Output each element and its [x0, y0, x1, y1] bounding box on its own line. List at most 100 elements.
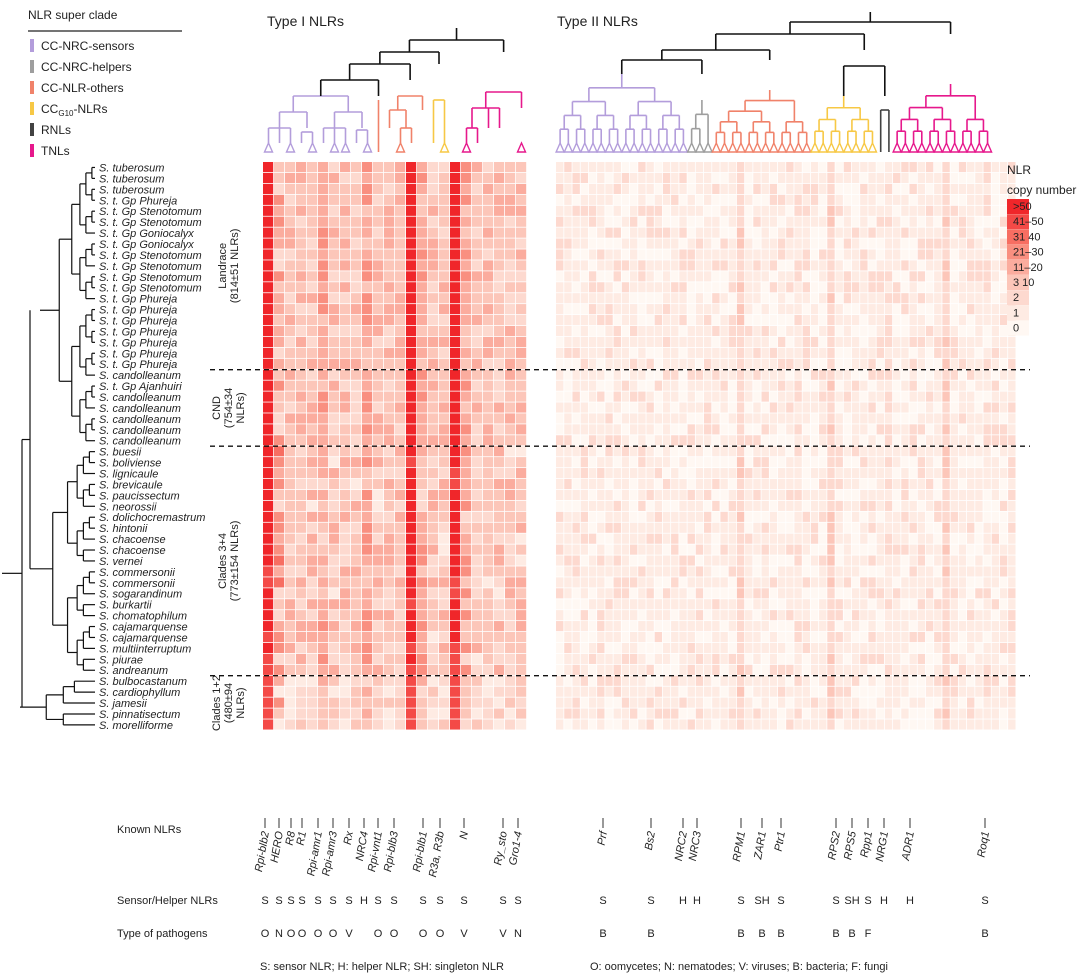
heat-cell: [351, 599, 362, 610]
heat-cell: [564, 424, 572, 435]
heat-cell: [564, 282, 572, 293]
heat-cell: [876, 653, 884, 664]
heat-cell: [605, 675, 613, 686]
heat-cell: [505, 719, 516, 730]
heat-cell: [285, 446, 296, 457]
role-row: S S S S S S S H S S S S S S S S S H H S SH S S SH S H H S: [261, 895, 988, 907]
heat-cell: [494, 457, 505, 468]
heat-cell: [671, 457, 679, 468]
heat-cell: [428, 293, 439, 304]
heat-cell: [745, 227, 753, 238]
heat-cell: [1008, 336, 1016, 348]
heat-cell: [318, 402, 329, 413]
heat-cell: [564, 489, 572, 501]
heat-cell: [925, 249, 934, 260]
heat-cell: [597, 511, 605, 522]
heat-cell: [362, 511, 373, 522]
heat-cell: [564, 183, 572, 194]
heat-cell: [662, 642, 671, 654]
heat-cell: [934, 457, 942, 468]
heat-cell: [439, 369, 450, 380]
heat-cell: [472, 566, 483, 577]
heat-cell: [580, 457, 589, 468]
heat-cell: [406, 282, 417, 293]
heat-cell: [720, 522, 728, 533]
heat-cell: [556, 282, 564, 293]
heat-cell: [629, 194, 638, 205]
heat-cell: [605, 511, 613, 522]
heat-cell: [307, 172, 318, 184]
heat-cell: [687, 468, 695, 479]
heat-cell: [285, 369, 296, 380]
heat-cell: [991, 315, 1000, 326]
heat-cell: [991, 522, 1000, 533]
heat-cell: [687, 216, 695, 227]
heat-cell: [967, 249, 975, 260]
heat-cell: [564, 719, 572, 730]
heat-cell: [958, 282, 967, 293]
heat-cell: [687, 544, 695, 555]
heat-cell: [819, 489, 827, 501]
heat-cell: [588, 599, 597, 610]
heat-cell: [605, 653, 613, 664]
heatmap-type2: [556, 162, 1016, 730]
heat-cell: [472, 642, 483, 654]
heat-cell: [786, 533, 794, 544]
heat-cell: [794, 719, 802, 730]
heat-cell: [876, 686, 884, 697]
heat-cell: [483, 358, 494, 369]
heat-cell: [835, 336, 843, 348]
heat-cell: [950, 402, 958, 413]
heat-cell: [307, 249, 318, 260]
legend-label: CCG10-NLRs: [41, 102, 107, 118]
heat-cell: [406, 424, 417, 435]
heat-cell: [296, 533, 307, 544]
heat-cell: [950, 413, 958, 424]
heat-cell: [695, 413, 704, 424]
heat-cell: [753, 380, 761, 391]
heat-cell: [819, 194, 827, 205]
heat-cell: [597, 489, 605, 501]
heat-cell: [516, 347, 527, 358]
heat-cell: [827, 325, 835, 337]
heat-cell: [860, 347, 868, 358]
heat-cell: [494, 413, 505, 424]
heat-cell: [556, 610, 564, 621]
heat-cell: [439, 249, 450, 260]
heat-cell: [843, 566, 852, 577]
heat-cell: [580, 664, 589, 675]
heat-cell: [621, 664, 630, 675]
heat-cell: [329, 478, 340, 490]
heat-cell: [909, 675, 917, 686]
heat-cell: [362, 566, 373, 577]
heat-cell: [588, 533, 597, 544]
heat-cell: [786, 664, 794, 675]
heat-cell: [999, 610, 1008, 621]
heat-cell: [556, 216, 564, 227]
heat-cell: [934, 500, 942, 511]
heat-cell: [810, 249, 819, 260]
heat-cell: [621, 183, 630, 194]
heat-cell: [263, 293, 274, 304]
heat-cell: [1008, 457, 1016, 468]
heat-cell: [687, 719, 695, 730]
heat-cell: [884, 216, 893, 227]
heat-cell: [769, 577, 778, 588]
pathogen-value: F: [865, 928, 872, 940]
heat-cell: [373, 446, 384, 457]
heat-cell: [373, 424, 384, 435]
heat-cell: [942, 653, 950, 664]
heat-cell: [428, 566, 439, 577]
heat-cell: [761, 533, 769, 544]
heat-cell: [925, 468, 934, 479]
heat-cell: [769, 205, 778, 216]
heat-cell: [720, 489, 728, 501]
heat-cell: [810, 271, 819, 282]
heat-cell: [810, 162, 819, 173]
heat-cell: [597, 402, 605, 413]
heat-cell: [679, 238, 687, 249]
heat-cell: [263, 631, 274, 643]
heat-cell: [307, 227, 318, 238]
heat-cell: [605, 402, 613, 413]
heat-cell: [950, 621, 958, 632]
